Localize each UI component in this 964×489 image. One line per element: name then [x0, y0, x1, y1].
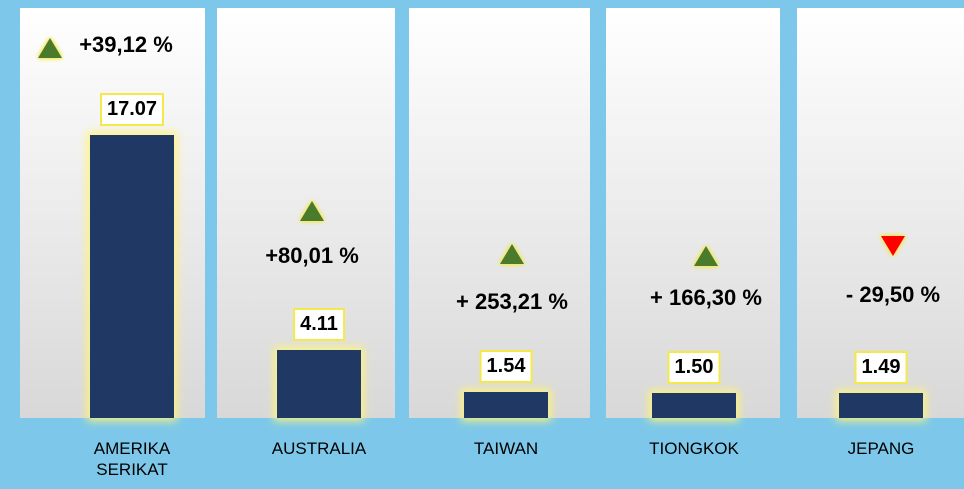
value-label: 1.50 [667, 351, 721, 385]
trend-arrow [38, 38, 62, 58]
bar [652, 393, 736, 418]
bar [464, 392, 548, 418]
category-label: TIONGKOK [649, 439, 739, 458]
value-label: 1.54 [479, 350, 533, 384]
category-label: AMERIKA SERIKAT [93, 439, 171, 479]
bar [839, 393, 923, 418]
bar [90, 134, 174, 418]
category-label: AUSTRALIA [271, 439, 367, 458]
bar [277, 349, 361, 418]
trend-arrow [500, 244, 524, 264]
change-label: +39,12 % [79, 32, 173, 57]
trend-arrow [881, 236, 905, 256]
value-label: 4.11 [293, 307, 345, 341]
value-label: 17.07 [99, 92, 165, 126]
panel [409, 8, 590, 418]
change-label: +80,01 % [265, 243, 359, 268]
change-label: + 253,21 % [456, 289, 568, 314]
panel [797, 8, 964, 418]
trend-arrow [694, 246, 718, 266]
panel [606, 8, 780, 418]
change-label: - 29,50 % [845, 282, 941, 307]
category-label: TAIWAN [473, 439, 539, 458]
change-label: + 166,30 % [650, 285, 762, 310]
value-label: 1.49 [854, 351, 908, 385]
category-label: JEPANG [847, 439, 915, 458]
trend-arrow [300, 201, 324, 221]
